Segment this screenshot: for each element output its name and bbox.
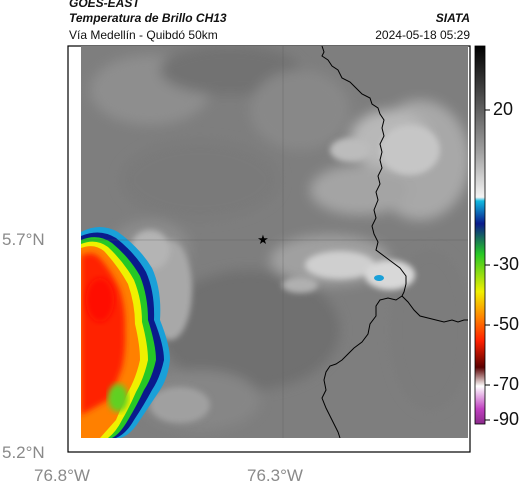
map-header: GOES-EAST Temperatura de Brillo CH13 Vía… — [0, 0, 526, 46]
cold-spot — [374, 275, 384, 281]
colorbar-label: -50 — [493, 314, 520, 334]
colorbar-label: -30 — [493, 254, 520, 274]
region-label: Vía Medellín - Quibdó 50km — [69, 28, 218, 42]
agency-label: SIATA — [435, 11, 470, 25]
lon-tick-label: 76.8°W — [34, 466, 90, 485]
department-border — [321, 46, 407, 297]
colorbar-label: -90 — [493, 409, 520, 429]
product-title: Temperatura de Brillo CH13 — [69, 11, 227, 25]
lat-tick-label: 5.2°N — [2, 443, 45, 462]
lat-tick-label: 5.7°N — [2, 230, 45, 249]
timestamp-label: 2024-05-18 05:29 — [375, 28, 470, 42]
department-border — [401, 295, 468, 323]
colorbar-label: 20 — [493, 99, 514, 119]
lon-tick-label: 76.3°W — [247, 466, 303, 485]
colorbar-label: -70 — [493, 374, 520, 394]
colorbar-ticks — [485, 109, 490, 421]
satellite-title: GOES-EAST — [69, 0, 140, 10]
colorbar — [474, 45, 486, 425]
department-border — [321, 295, 403, 438]
star-icon: ★ — [257, 233, 269, 248]
imagery-layer — [81, 46, 468, 438]
convective-cell — [81, 227, 170, 438]
